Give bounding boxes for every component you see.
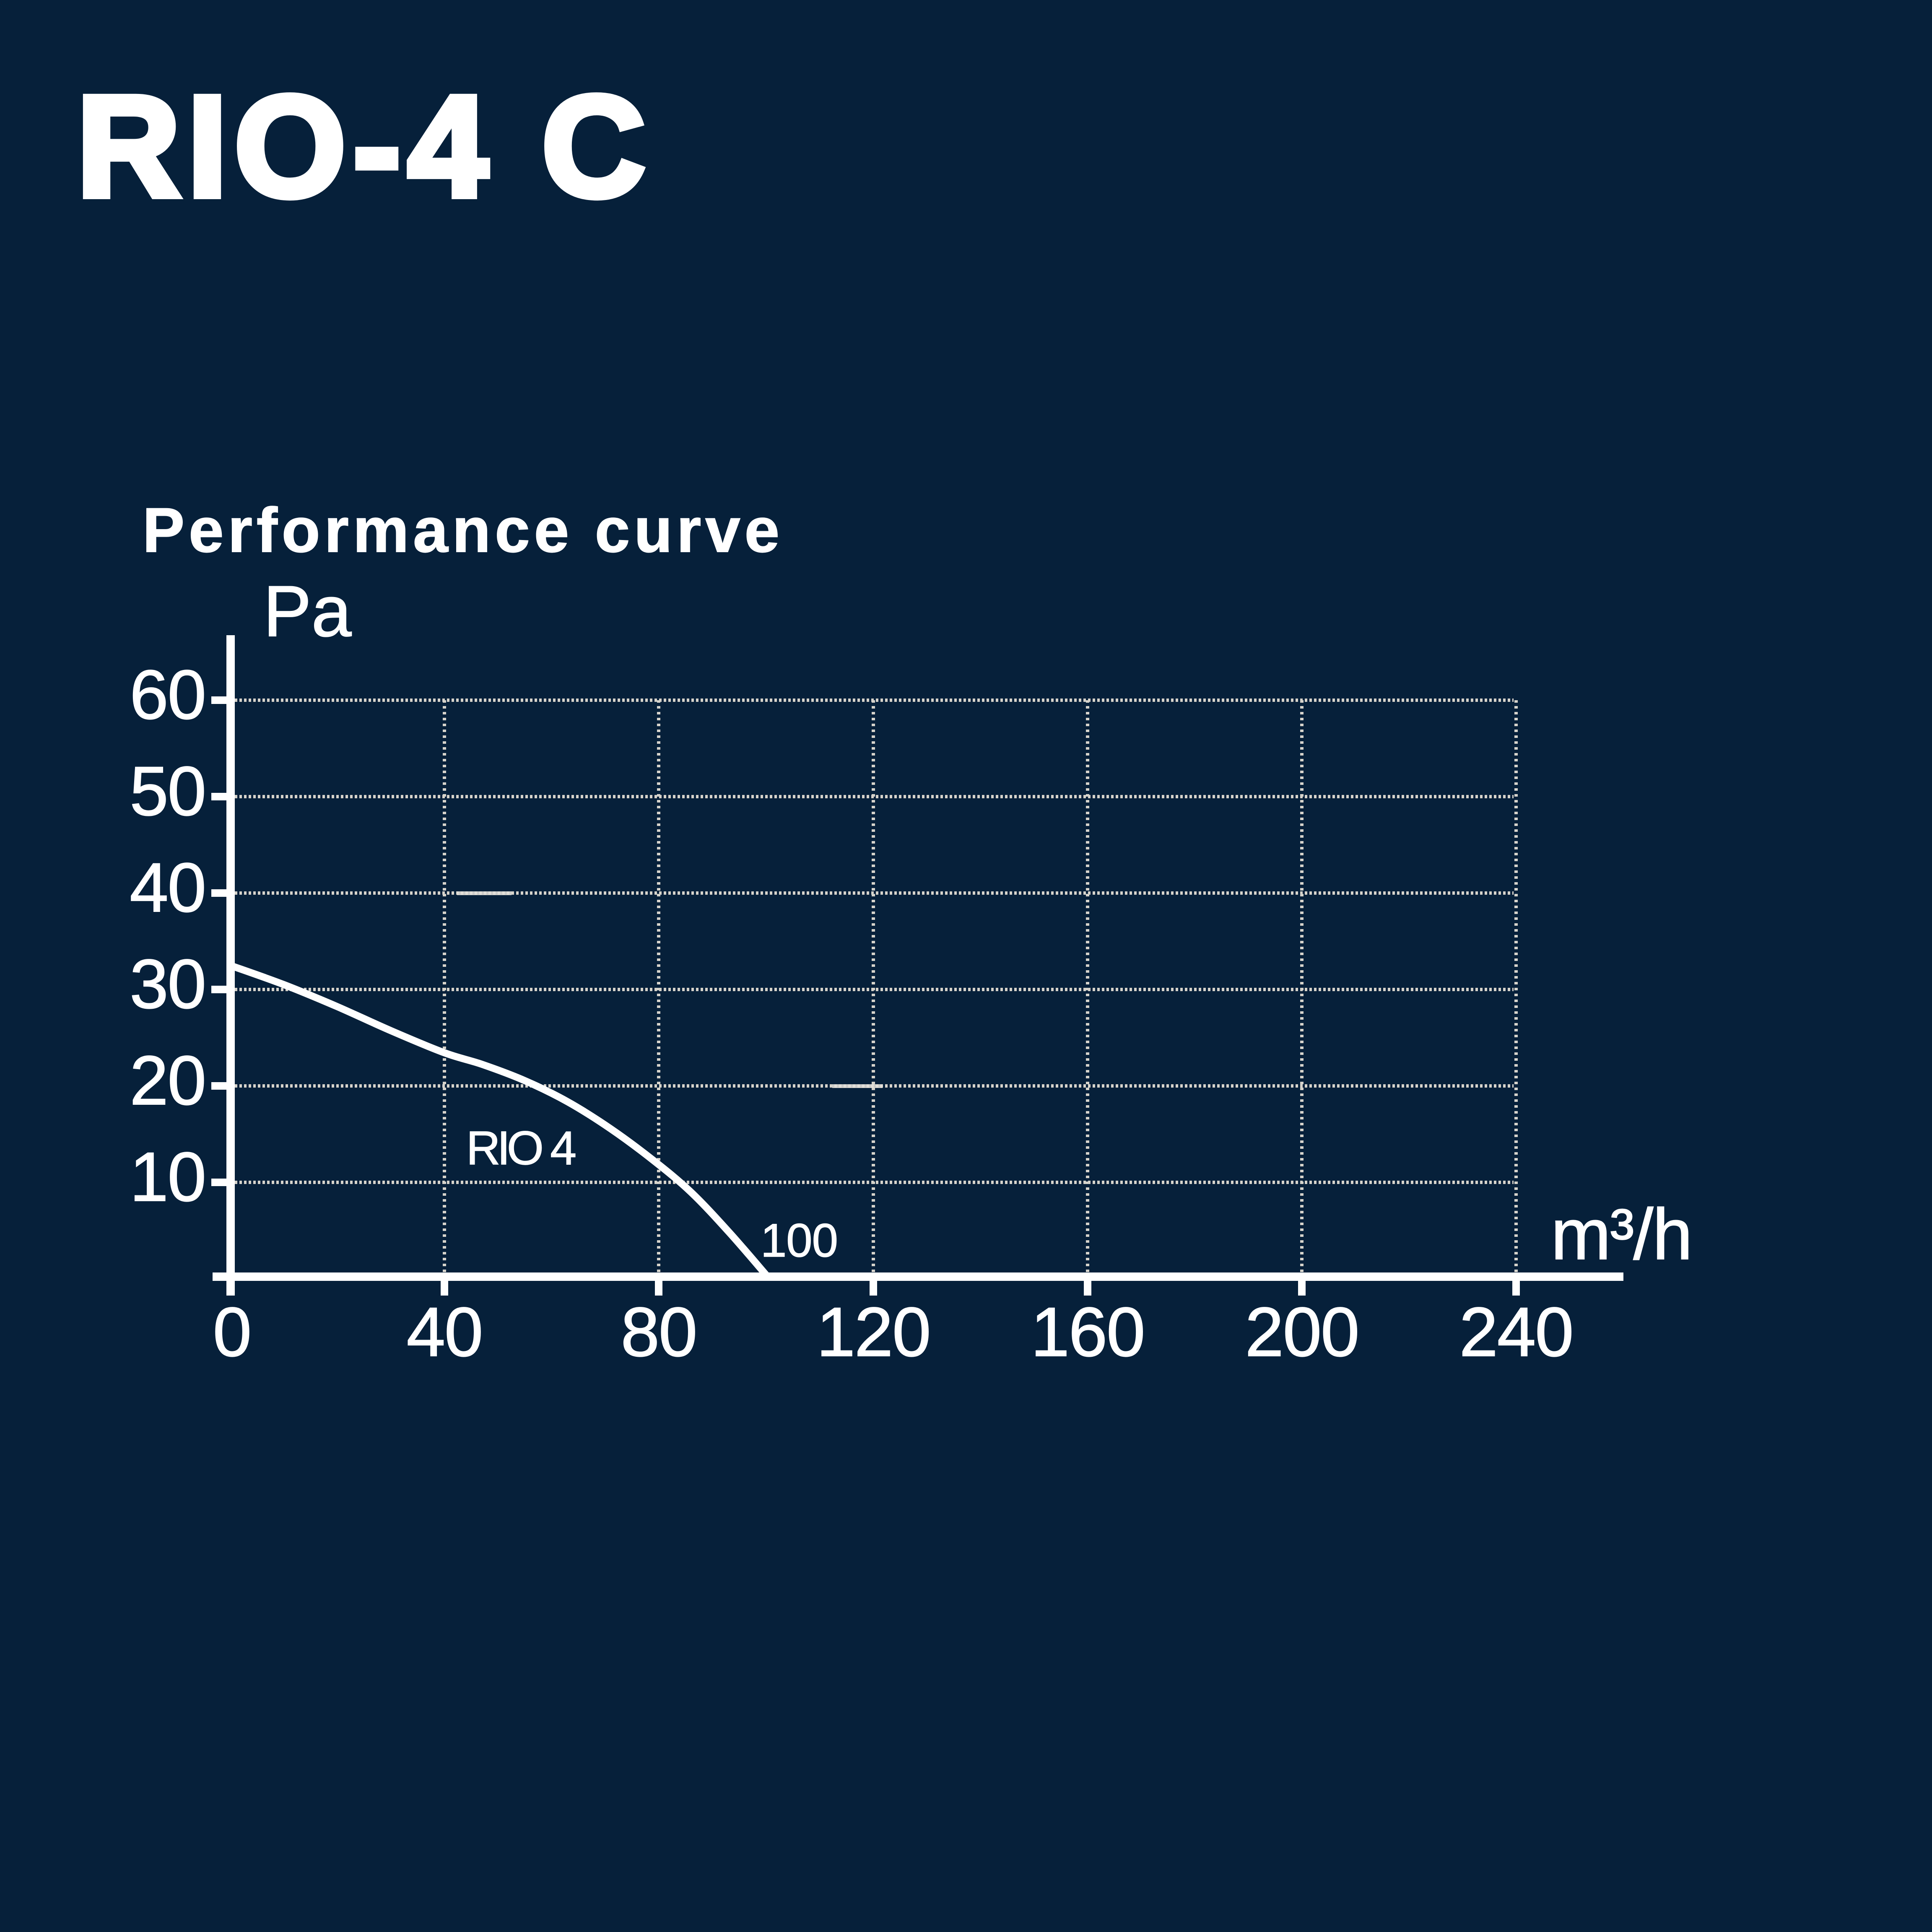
svg-text:200: 200 [1245,1293,1359,1371]
svg-text:240: 240 [1459,1293,1573,1371]
svg-text:100: 100 [761,1214,838,1267]
svg-text:0: 0 [213,1293,251,1371]
svg-text:40: 40 [407,1293,483,1371]
svg-text:20: 20 [130,1042,205,1119]
svg-text:120: 120 [817,1293,930,1371]
svg-text:160: 160 [1031,1293,1145,1371]
svg-text:RIO-4 C: RIO-4 C [77,66,652,226]
svg-text:40: 40 [130,849,205,927]
svg-text:50: 50 [130,753,205,830]
svg-text:80: 80 [621,1293,697,1371]
svg-text:60: 60 [130,656,205,734]
svg-text:RIO 4: RIO 4 [466,1122,575,1174]
svg-text:30: 30 [130,945,205,1023]
svg-text:Performance curve: Performance curve [143,495,784,565]
svg-text:Pa: Pa [263,571,352,652]
svg-text:m³/h: m³/h [1551,1194,1692,1275]
svg-text:10: 10 [130,1138,205,1216]
